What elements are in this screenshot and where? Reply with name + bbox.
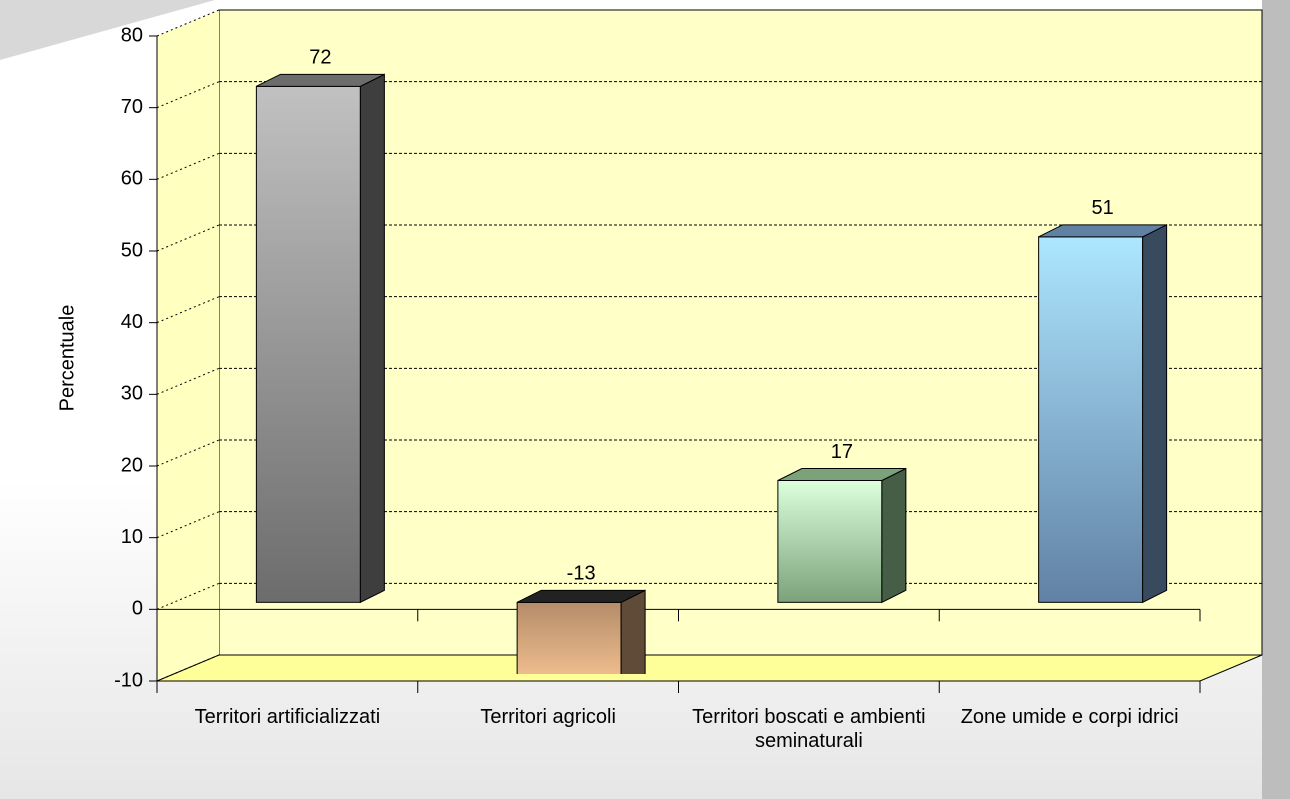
grid-line-side xyxy=(156,654,220,682)
corner xyxy=(0,0,215,60)
grid-line-side xyxy=(156,81,220,109)
grid-line-side xyxy=(156,152,220,180)
grid-line-side xyxy=(156,511,220,539)
grid-line-side xyxy=(156,367,220,395)
y-tick-label: 40 xyxy=(121,311,143,333)
floor xyxy=(156,654,1263,682)
bar-top xyxy=(1038,224,1167,238)
grid-line-side xyxy=(156,582,220,610)
bar-top xyxy=(256,73,385,87)
y-tick-label: 70 xyxy=(121,96,143,118)
y-tick-label: 20 xyxy=(121,454,143,476)
bar-side xyxy=(881,467,907,604)
x-tick-label: Zone umide e corpi idrici xyxy=(960,706,1179,728)
border xyxy=(1262,0,1290,799)
bar xyxy=(516,601,622,674)
data-label: 51 xyxy=(1092,197,1114,219)
x-tick-label: Territori boscati e ambienti seminatural… xyxy=(692,706,926,752)
y-tick-label: 50 xyxy=(121,239,143,261)
grid-line-side xyxy=(156,439,220,467)
grid-line-side xyxy=(156,296,220,324)
grid-line-side xyxy=(156,224,220,252)
bar xyxy=(255,85,361,603)
data-label: -13 xyxy=(567,563,596,585)
y-tick-label: 80 xyxy=(121,24,143,46)
bar xyxy=(1038,236,1144,603)
side-wall xyxy=(157,10,219,681)
y-tick-label: 30 xyxy=(121,383,143,405)
bars xyxy=(255,73,1168,674)
y-tick-label: 0 xyxy=(132,598,143,620)
bar-top xyxy=(516,589,646,603)
bar-side xyxy=(1142,224,1168,604)
y-tick-label: 60 xyxy=(121,168,143,190)
grid-line-side xyxy=(156,9,220,37)
bar-side xyxy=(359,73,385,604)
y-tick-label: -10 xyxy=(114,669,143,691)
bar-top xyxy=(777,468,907,481)
x-tick-label: Territori agricoli xyxy=(480,706,616,728)
data-label: 72 xyxy=(309,47,331,69)
data-label: 17 xyxy=(831,441,853,463)
y-axis-title: Percentuale xyxy=(56,305,78,412)
x-tick-label: Territori artificializzati xyxy=(194,706,381,728)
y-tick-label: 10 xyxy=(121,526,143,548)
bar xyxy=(777,480,883,603)
